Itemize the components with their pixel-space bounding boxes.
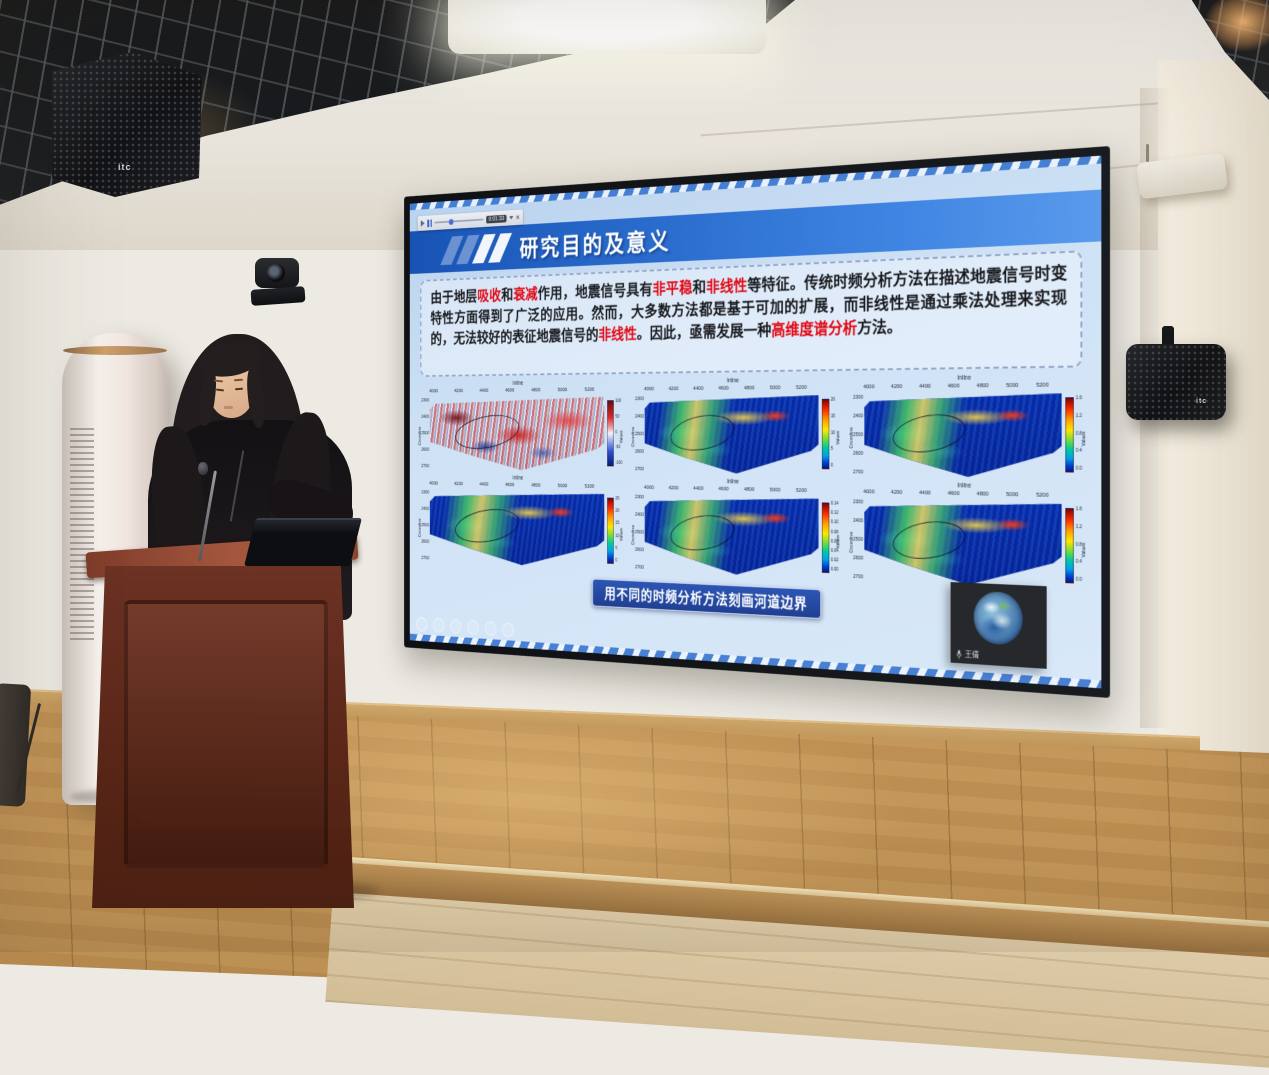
highlighted-term: 衰减	[513, 285, 538, 303]
colorbar-ticks: 20 15 10 5 0	[830, 397, 836, 469]
camera-base	[250, 286, 306, 306]
y-axis-ticks: 2300 2400 2500 2600 2700	[852, 499, 864, 581]
colorbar	[1065, 507, 1074, 584]
playback-scrubber	[434, 218, 484, 225]
seismic-figure: Inline 4000 4200 4400 4600 4800 5000 5200 Crossl…	[849, 373, 1088, 478]
x-axis-ticks: 4000 4200 4400 4600 4800 5000 5200	[863, 489, 1049, 499]
seismic-figure: Inline 4000 4200 4400 4600 4800 5000 5200 Crossl…	[419, 474, 625, 570]
seismic-figure: Inline 4000 4200 4400 4600 4800 5000 5200 Crossl…	[632, 376, 842, 475]
microphone-icon	[956, 649, 962, 659]
ceiling-light-panel	[448, 0, 766, 54]
y-axis-ticks: 2300 2400 2500 2600 2700	[634, 494, 645, 571]
highlighted-term: 吸收	[477, 286, 502, 305]
quote-slashes-decoration	[440, 232, 513, 266]
body-text-segment: 和	[501, 286, 514, 304]
x-axis-ticks: 4000 4200 4400 4600 4800 5000 5200	[429, 481, 595, 490]
annotation-tool-icon	[450, 619, 462, 634]
x-axis-ticks: 4000 4200 4400 4600 4800 5000 5200	[644, 485, 807, 494]
scrubber-handle	[449, 218, 454, 225]
y-axis-ticks: 2300 2400 2500 2600 2700	[634, 396, 645, 473]
speaker-brand-label: itc	[1196, 398, 1208, 405]
highlighted-term: 非线性	[598, 324, 637, 343]
annotation-tool-icon	[484, 621, 497, 637]
highlighted-term: 非线性	[706, 276, 748, 296]
slide-body-text: 由于地层吸收和衰减作用，地震信号具有非平稳和非线性等特征。传统时频分析方法在描述…	[420, 250, 1083, 377]
body-text-segment: 作用，地震信号具有	[537, 280, 653, 303]
x-axis-ticks: 4000 4200 4400 4600 4800 5000 5200	[863, 382, 1049, 391]
podium	[92, 566, 354, 908]
colorbar-ticks: 25 20 15 10 5 0	[615, 496, 620, 564]
caret-down-icon	[509, 215, 514, 220]
colorbar	[821, 502, 830, 574]
air-conditioner-vents	[70, 428, 94, 642]
figure-row-bottom: Inline 4000 4200 4400 4600 4800 5000 5200 Crossl…	[415, 474, 1092, 591]
podium-microphone-icon	[198, 462, 208, 475]
x-axis-label: Inline	[512, 475, 524, 482]
ptz-camera	[247, 256, 307, 312]
colorbar-label: Values	[620, 430, 625, 444]
colorbar-label: Values	[836, 430, 842, 445]
colorbar-label: Values	[1081, 431, 1088, 447]
colorbar-label: Values	[836, 534, 842, 549]
annotation-tool-icon	[416, 616, 428, 632]
led-screen: 0:01:33 × 研究目的及意义 由于地层吸收和衰减作用，地震信号具有非平稳和…	[404, 146, 1111, 698]
colorbar	[821, 398, 830, 470]
camera-lens-icon	[267, 264, 285, 282]
highlighted-term: 非平稳	[652, 278, 693, 298]
colorbar	[607, 497, 614, 564]
wall-speaker-left	[52, 52, 202, 197]
colorbar-label: Values	[1081, 542, 1088, 558]
body-text-segment: 和	[692, 277, 707, 297]
podium-front-panel	[124, 600, 328, 868]
colorbar-label: Values	[620, 528, 625, 542]
highlighted-term: 高维度谱分析	[771, 318, 858, 339]
x-axis-label: Inline	[957, 374, 972, 382]
wifi-antenna	[1146, 144, 1149, 162]
colorbar	[607, 400, 614, 467]
share-icon	[420, 219, 425, 227]
annotation-tool-icon	[502, 622, 515, 638]
body-text-segment: 方法。	[857, 316, 902, 337]
participant-name: 王倩	[964, 650, 980, 660]
y-axis-ticks: 2300 2400 2500 2600 2700	[421, 490, 430, 562]
pause-icon	[427, 219, 432, 227]
slide-caption-badge: 用不同的时频分析方法刻画河道边界	[592, 578, 822, 619]
x-axis-label: Inline	[726, 478, 739, 486]
laptop	[244, 518, 362, 566]
x-axis-label: Inline	[512, 380, 524, 387]
annotation-tool-icon	[433, 618, 445, 633]
x-axis-ticks: 4000 4200 4400 4600 4800 5000 5200	[429, 387, 595, 395]
playback-time: 0:01:33	[486, 214, 507, 224]
close-icon: ×	[515, 212, 520, 222]
wall-speaker-right	[1126, 344, 1226, 420]
air-conditioner-trim-ring	[63, 346, 167, 355]
slide-title: 研究目的及意义	[519, 227, 671, 262]
annotation-tool-icon	[467, 620, 479, 636]
colorbar	[1065, 397, 1074, 473]
body-text-segment: 由于地层	[430, 287, 478, 306]
webcam-overlay: 王倩	[950, 582, 1047, 669]
seismic-figure: Inline 4000 4200 4400 4600 4800 5000 5200 Crossl…	[632, 477, 842, 579]
earth-avatar	[973, 590, 1023, 646]
y-axis-ticks: 2300 2400 2500 2600 2700	[421, 398, 430, 469]
presenter-mouth	[224, 406, 233, 409]
x-axis-label: Inline	[726, 377, 739, 385]
seismic-figure: Inline 4000 4200 4400 4600 4800 5000 5200 Crossl…	[419, 379, 625, 472]
x-axis-ticks: 4000 4200 4400 4600 4800 5000 5200	[644, 385, 807, 393]
body-text-segment: 。因此，亟需发展一种	[636, 320, 772, 342]
seismic-figure: Inline 4000 4200 4400 4600 4800 5000 5200 Crossl…	[849, 481, 1088, 590]
figure-row-top: Inline 4000 4200 4400 4600 4800 5000 5200 Crossl…	[415, 373, 1092, 478]
x-axis-label: Inline	[957, 482, 972, 490]
presentation-slide: 0:01:33 × 研究目的及意义 由于地层吸收和衰减作用，地震信号具有非平稳和…	[409, 155, 1102, 689]
y-axis-ticks: 2300 2400 2500 2600 2700	[852, 394, 864, 476]
speaker-mount	[1162, 326, 1174, 348]
speaker-brand-label: itc	[118, 162, 132, 172]
